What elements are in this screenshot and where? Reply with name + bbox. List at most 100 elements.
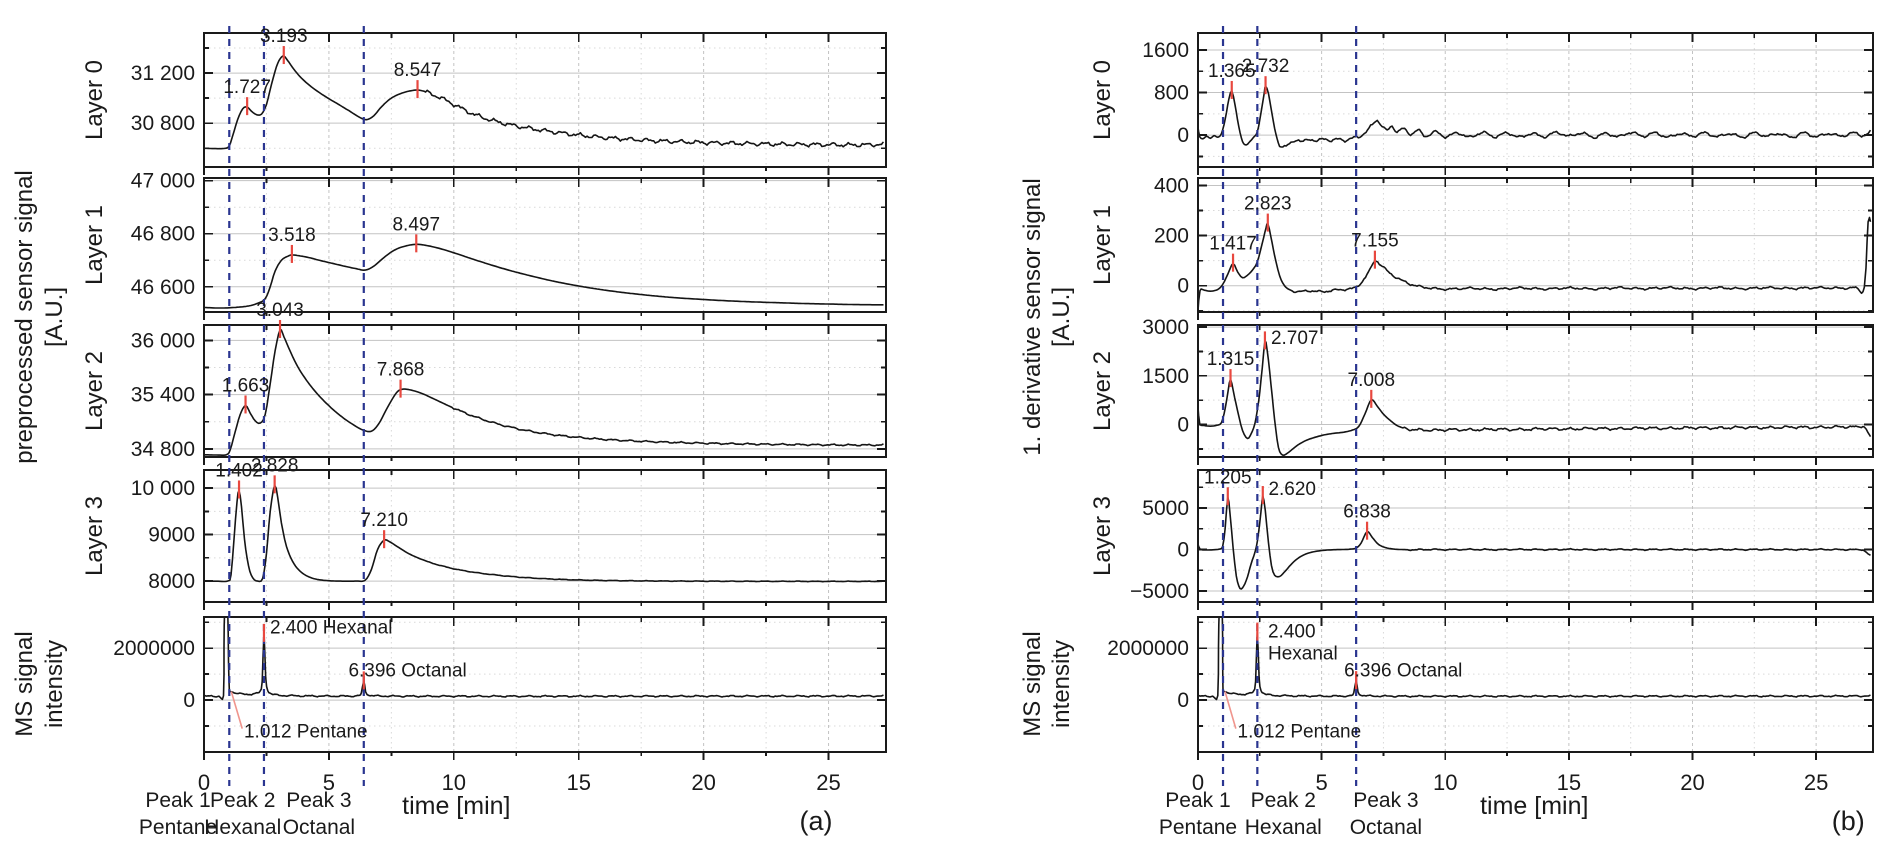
peak-label: 2.400 Hexanal — [270, 618, 393, 639]
compound-annotation-line2: Octanal — [283, 816, 355, 839]
series-trace — [1198, 85, 1872, 148]
peak-label: 1.205 — [1204, 467, 1252, 488]
peak-leader-line — [230, 691, 243, 729]
subplot-layer-2: 0 1500 3000 Layer 2 — [1089, 316, 1874, 465]
subplot-ms-signal: 0 2000000 — [113, 616, 887, 760]
y-tick-label: 0 — [1177, 275, 1189, 298]
subplot-layer-0: 0 800 1600 Layer 0 — [1089, 32, 1874, 175]
peak-label: 8.547 — [394, 60, 442, 81]
peak-label: 3.518 — [268, 225, 316, 246]
layer-label: Layer 1 — [1089, 205, 1116, 285]
compound-annotation-line1: Peak 2 — [210, 789, 275, 812]
x-tick-label: 10 — [1433, 770, 1457, 795]
x-tick-label: 0 — [1192, 770, 1204, 795]
compound-annotation-line2: Pentane — [139, 816, 217, 839]
peak-leader-line — [1224, 691, 1237, 729]
peak-label: 6.838 — [1343, 502, 1391, 523]
series-trace — [204, 243, 884, 309]
compound-annotation-line1: Peak 3 — [286, 789, 351, 812]
peak-label: 6.396 Octanal — [1344, 661, 1462, 682]
y-tick-label: 35 400 — [131, 384, 195, 407]
peak-label: 6.396 Octanal — [348, 661, 466, 682]
peak-label: 2.732 — [1242, 56, 1290, 77]
subplot-layer-2: 34 800 35 400 36 000 Layer 2 — [81, 324, 887, 465]
x-tick-label: 15 — [566, 770, 590, 795]
x-tick-label: 20 — [691, 770, 715, 795]
compound-annotation-line1: Peak 1 — [145, 789, 210, 812]
layer-label: Layer 3 — [1089, 496, 1116, 576]
y-tick-label: 1500 — [1142, 365, 1189, 388]
series-trace — [1198, 340, 1872, 457]
x-tick-label: 10 — [442, 770, 466, 795]
series-trace — [204, 617, 884, 701]
peak-label: 1.727 — [223, 77, 271, 98]
y-tick-label: 0 — [183, 689, 195, 712]
peak-label: 2.823 — [1244, 194, 1292, 215]
peak-label: 1.402 — [215, 460, 263, 481]
x-tick-label: 25 — [1804, 770, 1828, 795]
y-tick-label: 8000 — [148, 570, 195, 593]
layer-label: Layer 3 — [81, 496, 108, 576]
y-tick-label: 0 — [1177, 124, 1189, 147]
y-tick-label: 0 — [1177, 414, 1189, 437]
ms-axis-title-line1: MS signal — [11, 631, 38, 736]
plot-frame — [1197, 324, 1874, 458]
x-axis-title: time [min] — [1480, 792, 1588, 820]
peak-label: 7.155 — [1351, 231, 1399, 252]
peak-label: 2.400 — [1268, 621, 1316, 642]
plot-frame — [203, 469, 887, 603]
x-tick-label: 25 — [816, 770, 840, 795]
panel-tag: (b) — [1832, 806, 1865, 836]
plot-frame — [203, 324, 887, 458]
y-tick-label: 46 600 — [131, 276, 195, 299]
plot-frame — [1197, 616, 1874, 753]
y-tick-label: 2000000 — [113, 637, 195, 660]
y-tick-label: 46 800 — [131, 223, 195, 246]
plot-frame — [1197, 177, 1874, 313]
peak-label: 2.620 — [1268, 479, 1316, 500]
y-tick-label: 30 800 — [131, 112, 195, 135]
ms-axis-title-line1: MS signal — [1019, 631, 1046, 736]
y-tick-label: 9000 — [148, 524, 195, 547]
compound-annotation-line2: Hexanal — [1245, 816, 1322, 839]
x-tick-label: 20 — [1680, 770, 1704, 795]
peak-label: 8.497 — [392, 214, 440, 235]
compound-annotation-line2: Hexanal — [204, 816, 281, 839]
y-tick-label: 31 200 — [131, 62, 195, 85]
subplot-layer-3: −5000 0 5000 Layer 3 — [1089, 469, 1874, 610]
plot-frame — [203, 32, 887, 168]
layer-label: Layer 0 — [1089, 60, 1116, 140]
compound-annotation-line1: Peak 2 — [1251, 789, 1316, 812]
y-axis-title-line1: preprocessed sensor signal — [11, 170, 38, 464]
peak-label: 3.043 — [256, 300, 304, 321]
y-tick-label: 0 — [1177, 539, 1189, 562]
peak-label: Hexanal — [1268, 643, 1338, 664]
y-tick-label: −5000 — [1130, 580, 1189, 603]
series-trace — [204, 329, 884, 457]
peak-label: 3.193 — [260, 26, 308, 47]
peak-label: 1.365 — [1208, 61, 1256, 82]
y-tick-label: 36 000 — [131, 329, 195, 352]
x-axis-title: time [min] — [402, 792, 510, 820]
y-tick-label: 800 — [1154, 82, 1189, 105]
compound-annotation-line1: Peak 1 — [1165, 789, 1230, 812]
peak-label: 1.417 — [1209, 234, 1257, 255]
compound-annotation-line2: Octanal — [1350, 816, 1422, 839]
panel-a-chart: preprocessed sensor signal [A.U.] MS signa… — [11, 26, 887, 839]
ms-axis-title-line2: intensity — [41, 640, 68, 728]
peak-label: 2.707 — [1271, 328, 1319, 349]
y-tick-label: 47 000 — [131, 170, 195, 193]
subplot-layer-1: 46 600 46 800 47 000 Layer 1 — [81, 170, 887, 320]
peak-label: 2.828 — [251, 455, 299, 476]
series-trace — [1198, 495, 1871, 590]
plot-frame — [1197, 469, 1874, 603]
y-tick-label: 3000 — [1142, 316, 1189, 339]
plot-frame — [203, 616, 887, 753]
layer-label: Layer 0 — [81, 60, 108, 140]
ms-axis-title-line2: intensity — [1048, 640, 1075, 728]
panel-b-chart: 1. derivative sensor signal [A.U.] MS sign… — [1019, 26, 1874, 839]
subplot-ms-signal: 0 2000000 — [1107, 616, 1874, 760]
compound-annotation-line1: Peak 3 — [1353, 789, 1418, 812]
y-tick-label: 34 800 — [131, 438, 195, 461]
